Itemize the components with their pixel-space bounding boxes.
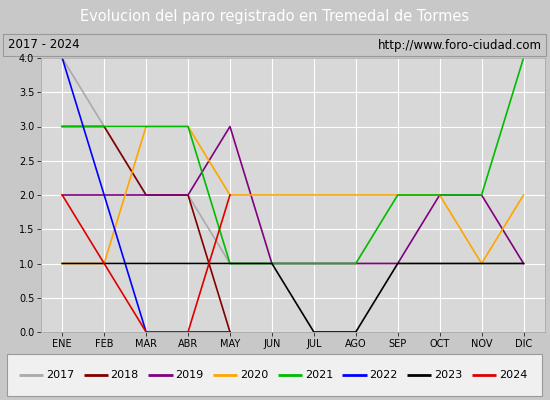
- Text: 2017 - 2024: 2017 - 2024: [8, 38, 80, 52]
- Text: 2022: 2022: [370, 370, 398, 380]
- Text: 2019: 2019: [175, 370, 204, 380]
- Text: 2017: 2017: [46, 370, 74, 380]
- Text: http://www.foro-ciudad.com: http://www.foro-ciudad.com: [378, 38, 542, 52]
- Text: 2021: 2021: [305, 370, 333, 380]
- Text: 2023: 2023: [434, 370, 462, 380]
- Text: 2020: 2020: [240, 370, 268, 380]
- Text: Evolucion del paro registrado en Tremedal de Tormes: Evolucion del paro registrado en Tremeda…: [80, 10, 470, 24]
- Bar: [3, 34, 546, 56]
- Text: 2018: 2018: [111, 370, 139, 380]
- Text: 2024: 2024: [499, 370, 527, 380]
